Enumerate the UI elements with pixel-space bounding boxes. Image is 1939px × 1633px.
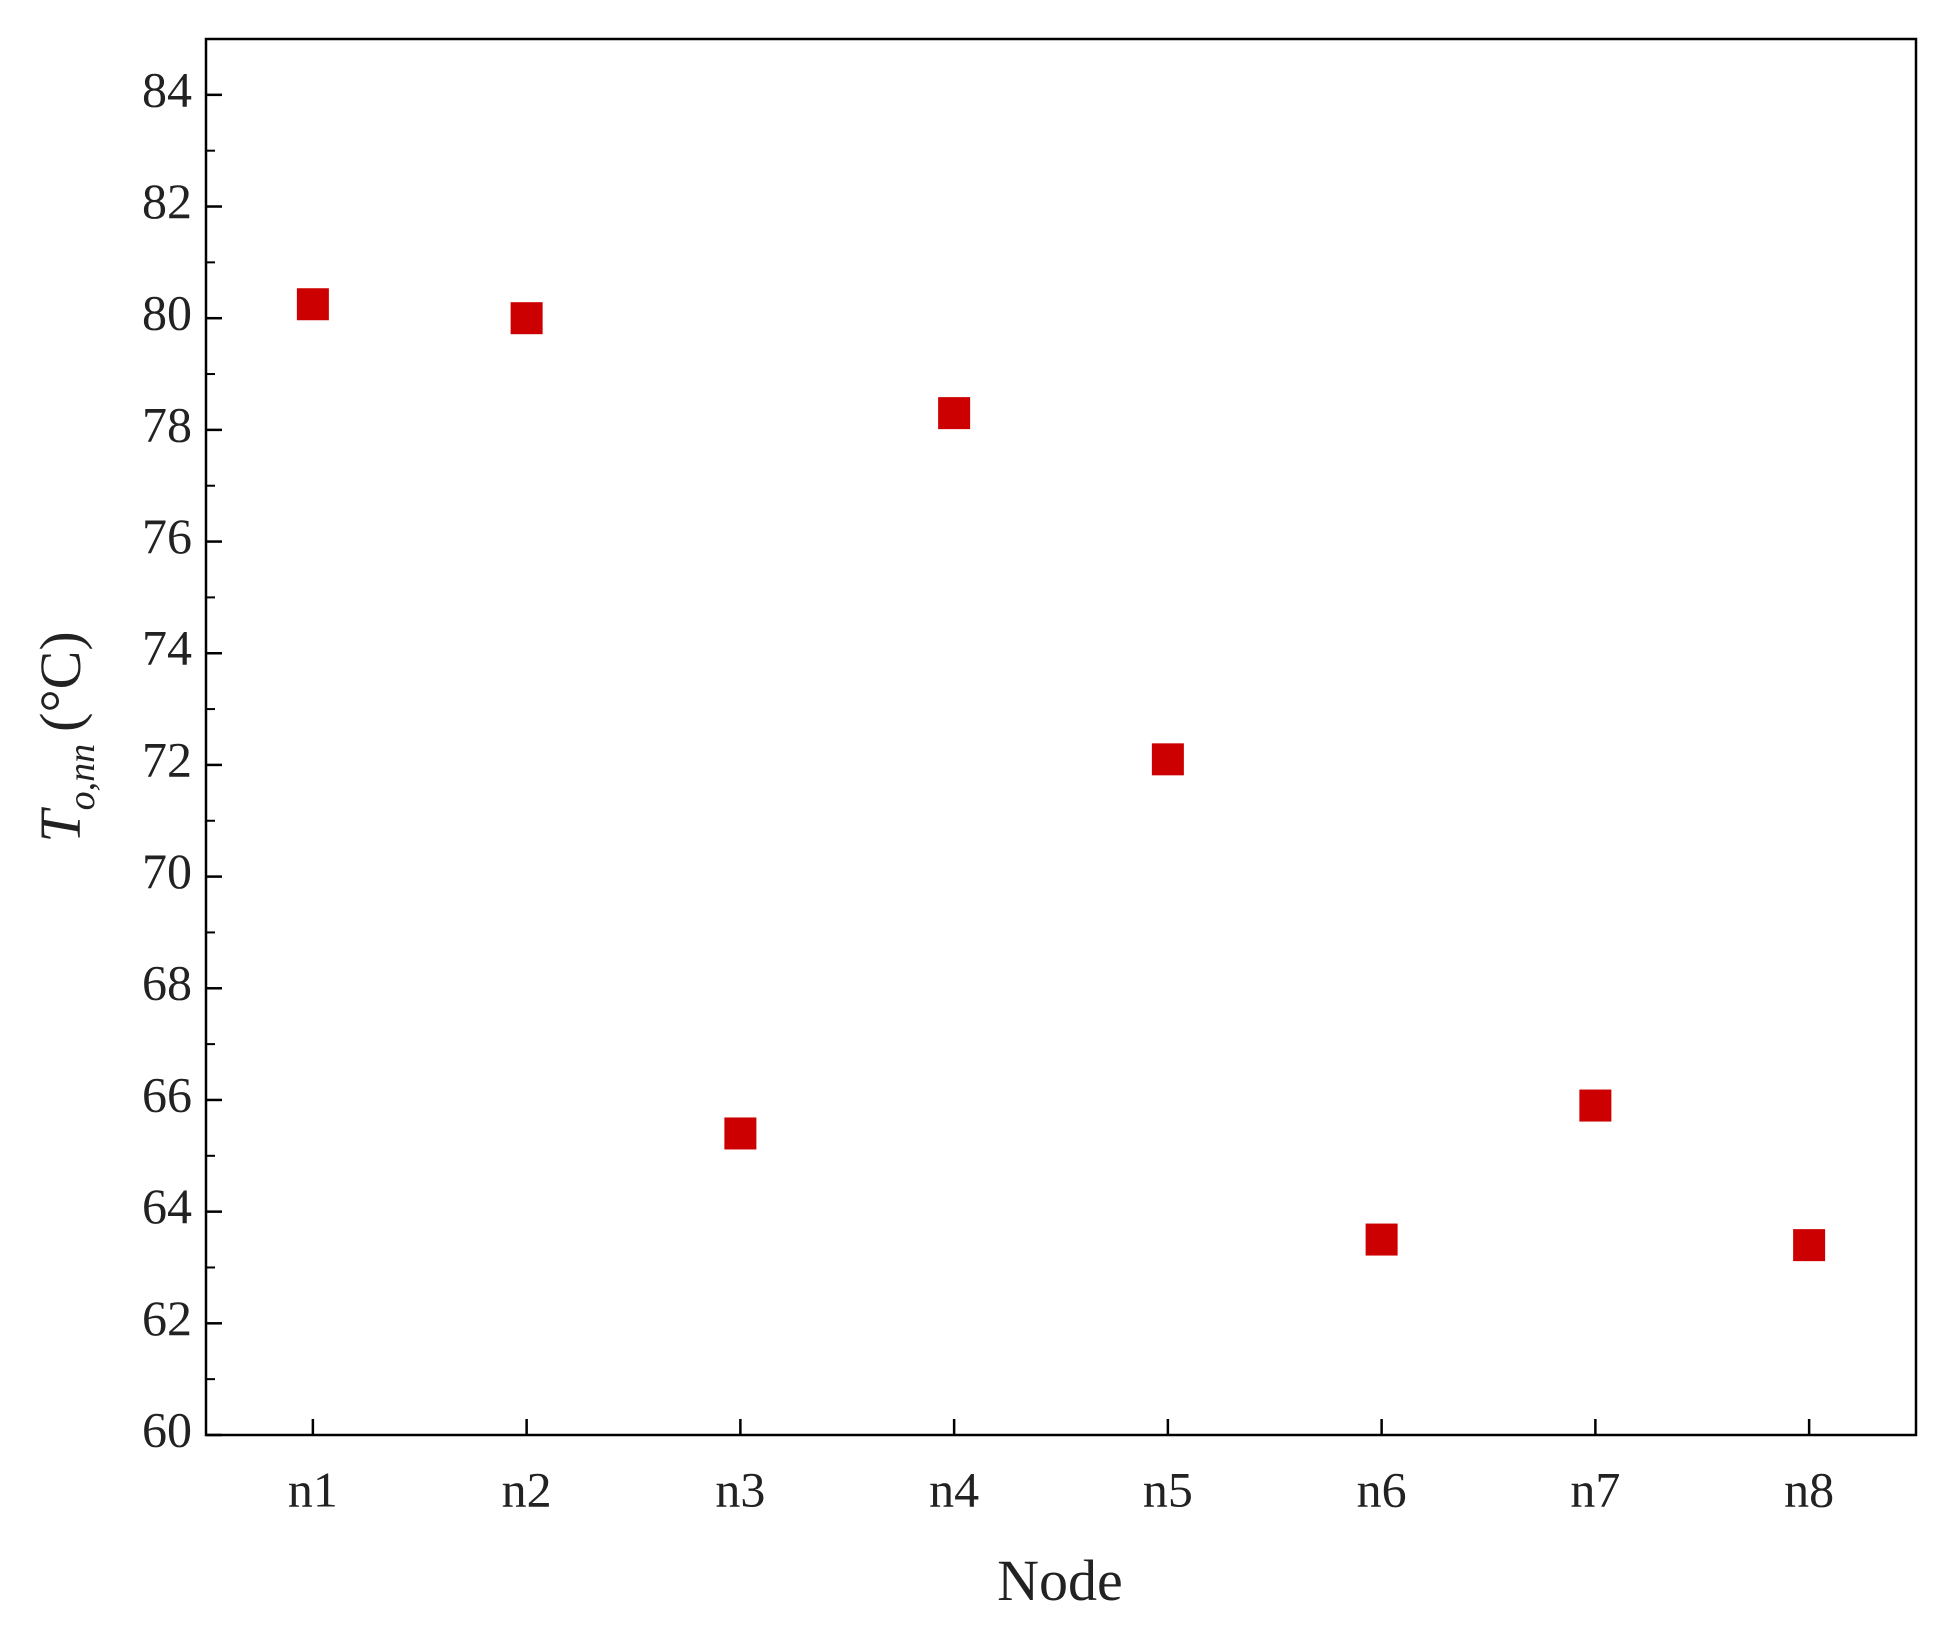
marker xyxy=(1793,1229,1826,1262)
marker xyxy=(1151,743,1184,776)
y-tick-label: 60 xyxy=(142,1401,192,1457)
y-tick-label: 64 xyxy=(142,1178,192,1234)
y-tick-label: 76 xyxy=(142,508,192,564)
y-label-subscript: o,nn xyxy=(61,744,103,811)
x-tick-label: n3 xyxy=(715,1461,765,1517)
x-tick-label: n1 xyxy=(288,1461,338,1517)
x-tick-label: n8 xyxy=(1784,1461,1834,1517)
marker xyxy=(1365,1223,1398,1256)
y-tick-label: 84 xyxy=(142,61,192,117)
y-tick-label: 70 xyxy=(142,843,192,899)
x-tick-label: n5 xyxy=(1143,1461,1193,1517)
y-tick-label: 68 xyxy=(142,955,192,1011)
x-axis-label: Node xyxy=(997,1548,1123,1613)
x-tick-label: n6 xyxy=(1357,1461,1407,1517)
marker xyxy=(724,1117,757,1150)
y-axis-label: To,nn (°C) xyxy=(28,631,103,842)
marker xyxy=(1579,1089,1612,1122)
y-tick-label: 80 xyxy=(142,285,192,341)
x-tick-label: n7 xyxy=(1570,1461,1620,1517)
y-tick-label: 66 xyxy=(142,1066,192,1122)
marker xyxy=(296,288,329,321)
x-tick-label: n2 xyxy=(502,1461,552,1517)
y-tick-label: 72 xyxy=(142,731,192,787)
x-tick-label: n4 xyxy=(929,1461,979,1517)
marker xyxy=(510,302,543,335)
y-tick-label: 78 xyxy=(142,396,192,452)
y-label-unit: (°C) xyxy=(28,631,93,732)
y-tick-label: 82 xyxy=(142,173,192,229)
y-label-symbol: T xyxy=(28,807,93,843)
y-tick-label: 62 xyxy=(142,1290,192,1346)
marker xyxy=(938,397,971,430)
plot-frame xyxy=(204,37,1918,1437)
y-tick-label: 74 xyxy=(142,620,192,676)
